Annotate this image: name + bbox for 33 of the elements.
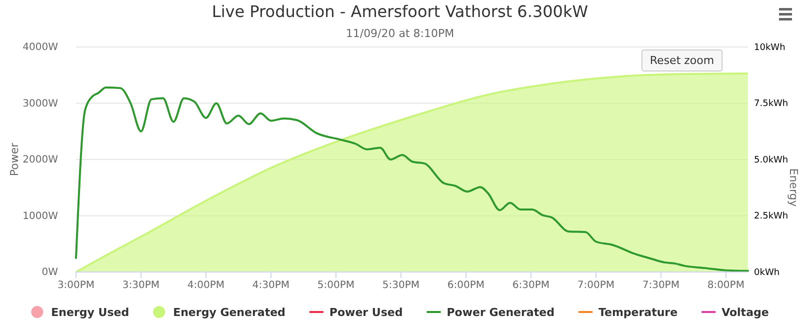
y2-tick-label: 0kWh xyxy=(754,268,780,278)
legend-label: Energy Generated xyxy=(173,306,286,319)
legend-label: Voltage xyxy=(722,306,769,319)
x-tick-label: 6:00PM xyxy=(447,280,485,292)
x-tick-label: 5:00PM xyxy=(317,280,355,292)
y-tick-label: 3000W xyxy=(22,98,58,110)
y2-tick-label: 5.0kWh xyxy=(754,155,788,166)
y-axis-title: Power xyxy=(8,142,21,176)
reset-zoom-button: Reset zoom xyxy=(641,50,723,72)
y2-tick-label: 10kWh xyxy=(754,42,786,53)
legend-label: Temperature xyxy=(598,306,678,319)
x-tick-label: 5:30PM xyxy=(382,280,420,292)
x-tick-label: 8:00PM xyxy=(707,280,744,292)
y2-tick-label: 2.5kWh xyxy=(754,212,788,222)
x-tick-label: 7:30PM xyxy=(642,280,680,292)
y2-tick-label: 7.5kWh xyxy=(754,99,788,110)
x-tick-label: 3:00PM xyxy=(57,280,95,292)
y2-axis-title: Energy xyxy=(787,168,800,208)
legend-label: Power Generated xyxy=(446,306,554,319)
y-tick-label: 4000W xyxy=(22,42,58,54)
y-tick-label: 0W xyxy=(42,267,58,278)
x-tick-label: 7:00PM xyxy=(577,280,614,292)
x-tick-label: 4:00PM xyxy=(187,280,225,292)
legend-label: Power Used xyxy=(329,306,403,319)
y-tick-label: 2000W xyxy=(22,154,58,166)
y-tick-label: 1000W xyxy=(22,210,58,222)
x-tick-label: 6:30PM xyxy=(512,280,550,292)
x-tick-label: 4:30PM xyxy=(252,280,290,292)
annotation: Reset zoom xyxy=(650,54,714,67)
chart-title: Live Production - Amersfoort Vathorst 6.300kW xyxy=(212,2,588,21)
x-tick-label: 3:30PM xyxy=(122,280,160,292)
chart-subtitle: 11/09/20 at 8:10PM xyxy=(346,27,454,40)
legend-label: Energy Used xyxy=(51,306,130,319)
